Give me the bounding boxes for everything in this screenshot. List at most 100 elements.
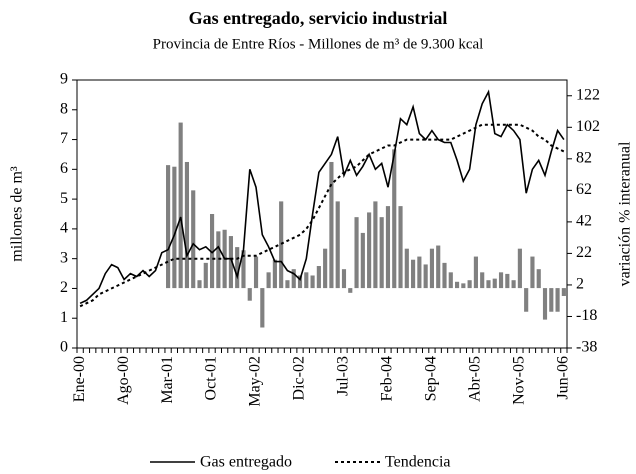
bar xyxy=(191,190,196,289)
y-tick-label: 0 xyxy=(60,339,68,356)
bar xyxy=(436,245,441,289)
y-tick-label: 4 xyxy=(60,220,68,237)
bar xyxy=(166,165,171,289)
trend-line xyxy=(79,123,565,308)
bar xyxy=(360,232,365,289)
bar xyxy=(411,259,416,289)
bar xyxy=(517,248,522,289)
bar xyxy=(310,275,315,289)
y-tick-label: 8 xyxy=(60,100,68,117)
bar xyxy=(480,272,485,289)
bar xyxy=(316,266,321,289)
bar xyxy=(209,214,215,289)
x-tick-label: Dic-02 xyxy=(291,356,308,400)
bar xyxy=(524,288,529,312)
x-tick-label: Jul-03 xyxy=(335,356,352,396)
bar xyxy=(216,231,221,289)
y2-tick-label: -18 xyxy=(576,307,597,324)
bar xyxy=(228,236,233,289)
bar xyxy=(492,278,497,289)
bar xyxy=(253,256,259,289)
bar xyxy=(505,273,510,289)
bar xyxy=(235,247,240,289)
bar xyxy=(398,206,403,289)
y2-tick-label: 2 xyxy=(576,276,584,293)
y2-tick-label: -38 xyxy=(576,339,597,356)
bar xyxy=(354,217,359,289)
y2-tick-label: 42 xyxy=(576,213,592,230)
bar xyxy=(241,250,246,289)
y-tick-label: 2 xyxy=(60,279,68,296)
bar xyxy=(291,269,296,289)
bar xyxy=(461,283,466,289)
y-tick-label: 6 xyxy=(60,160,68,177)
x-tick-label: Ene-00 xyxy=(71,356,88,402)
bar xyxy=(260,288,265,328)
chart-title: Gas entregado, servicio industrial xyxy=(189,8,448,28)
bar xyxy=(454,281,460,289)
x-tick-label: Ago-00 xyxy=(115,356,132,405)
y-tick-label: 7 xyxy=(60,130,68,147)
bar xyxy=(379,217,384,289)
bar xyxy=(549,288,554,312)
data-line xyxy=(79,89,565,305)
y2-tick-label: 62 xyxy=(576,181,592,198)
bar xyxy=(404,248,409,289)
bar xyxy=(442,262,447,289)
bar xyxy=(341,269,347,289)
bar xyxy=(467,280,472,289)
y-tick-label: 1 xyxy=(60,309,68,326)
bar xyxy=(178,122,183,289)
bar xyxy=(367,212,372,289)
y2-tick-label: 22 xyxy=(576,244,592,261)
bar xyxy=(417,256,422,289)
bar xyxy=(392,149,397,289)
bar xyxy=(385,206,391,289)
bar xyxy=(203,262,208,289)
x-tick-label: Abr-05 xyxy=(467,356,484,402)
bar xyxy=(498,272,504,289)
bar xyxy=(473,256,478,289)
x-tick-label: Mar-01 xyxy=(159,356,176,404)
y2-tick-label: 122 xyxy=(576,86,600,103)
bar xyxy=(373,201,378,289)
bar xyxy=(348,288,353,293)
x-tick-label: Oct-01 xyxy=(203,356,220,400)
bar xyxy=(329,161,334,289)
chart-subtitle: Provincia de Entre Ríos - Millones de m³… xyxy=(153,36,484,52)
x-tick-label: May-02 xyxy=(247,356,264,407)
bar xyxy=(423,264,428,289)
y2-tick-label: 102 xyxy=(576,118,600,135)
y-axis-label: millones de m³ xyxy=(9,166,26,262)
bar xyxy=(285,280,290,289)
legend-label: Gas entregado xyxy=(200,454,292,471)
x-tick-label: Nov-05 xyxy=(511,356,528,405)
bar xyxy=(279,201,284,289)
x-tick-label: Jun-06 xyxy=(555,356,572,400)
bar xyxy=(530,256,535,289)
bar xyxy=(172,166,177,289)
y-tick-label: 9 xyxy=(60,71,68,88)
bar xyxy=(272,259,277,289)
bar xyxy=(335,201,340,289)
bar xyxy=(429,248,435,289)
y2-axis-label: variación % interanual xyxy=(617,141,634,286)
y-tick-label: 3 xyxy=(60,249,68,266)
bar xyxy=(184,161,190,289)
bar xyxy=(486,280,491,289)
bar xyxy=(448,272,453,289)
bar xyxy=(247,288,252,301)
bar xyxy=(197,280,202,289)
x-tick-label: Feb-04 xyxy=(379,356,396,401)
bar xyxy=(561,288,566,296)
bar xyxy=(297,275,303,289)
bar xyxy=(511,280,516,289)
bar xyxy=(555,288,560,312)
bar xyxy=(304,272,309,289)
bar xyxy=(542,288,548,320)
bar xyxy=(323,248,328,289)
x-tick-label: Sep-04 xyxy=(423,356,440,401)
y2-tick-label: 82 xyxy=(576,149,592,166)
legend-label: Tendencia xyxy=(385,454,451,471)
